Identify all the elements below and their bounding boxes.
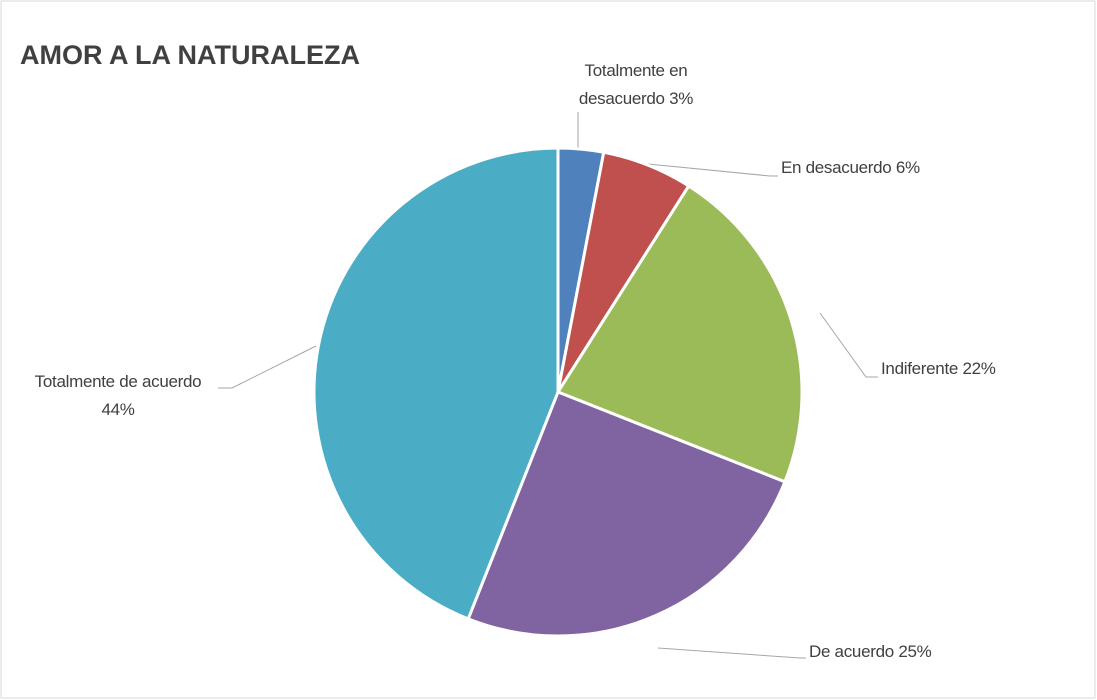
value-label: 3%	[669, 89, 694, 108]
value-label: 25%	[898, 642, 932, 661]
leader-line	[647, 163, 778, 177]
data-label: Totalmente en desacuerdo 3%	[566, 57, 706, 113]
pie-slice	[466, 390, 787, 638]
category-label: De acuerdo	[809, 642, 894, 661]
value-label: 6%	[895, 158, 920, 177]
value-label: 44%	[101, 400, 135, 419]
category-label: En desacuerdo	[781, 158, 892, 177]
pie-slice	[555, 183, 804, 484]
chart-title: AMOR A LA NATURALEZA	[20, 40, 360, 70]
leader-line	[218, 345, 317, 389]
value-label: 22%	[962, 359, 996, 378]
data-label: Indiferente 22%	[881, 355, 1081, 383]
category-label: Totalmente en desacuerdo	[578, 61, 688, 108]
leader-line	[819, 312, 878, 378]
data-label: En desacuerdo 6%	[781, 154, 981, 182]
pie-slice	[312, 146, 560, 621]
data-label: Totalmente de acuerdo 44%	[18, 368, 218, 424]
category-label: Indiferente	[881, 359, 959, 378]
data-label: De acuerdo 25%	[809, 638, 1009, 666]
category-label: Totalmente de acuerdo	[34, 372, 202, 391]
leader-line	[657, 647, 806, 659]
